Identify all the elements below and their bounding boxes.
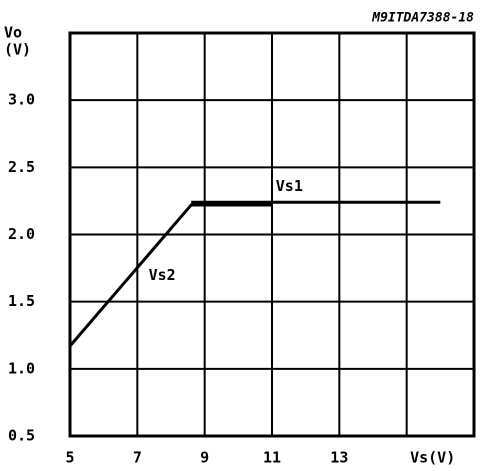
y-tick-label: 3.0 [8,91,35,109]
series-label: Vs1 [276,177,303,195]
x-tick-label: 9 [200,449,209,467]
y-axis-label: (V) [4,41,31,59]
series-line [68,203,272,347]
y-tick-label: 0.5 [8,427,35,445]
y-axis-label: Vo [4,24,22,42]
series-label: Vs2 [149,266,176,284]
y-tick-label: 1.5 [8,292,35,310]
plot-frame [68,31,476,438]
x-tick-label: 7 [133,449,142,467]
y-tick-label: 2.0 [8,225,35,243]
x-tick-label: 13 [330,449,348,467]
chart-title: M9ITDA7388-18 [371,11,474,26]
x-tick-label: 5 [65,449,74,467]
x-tick-label: 11 [263,449,281,467]
y-tick-label: 2.5 [8,158,35,176]
y-tick-label: 1.0 [8,359,35,377]
x-tick-label: Vs(V) [410,449,455,467]
